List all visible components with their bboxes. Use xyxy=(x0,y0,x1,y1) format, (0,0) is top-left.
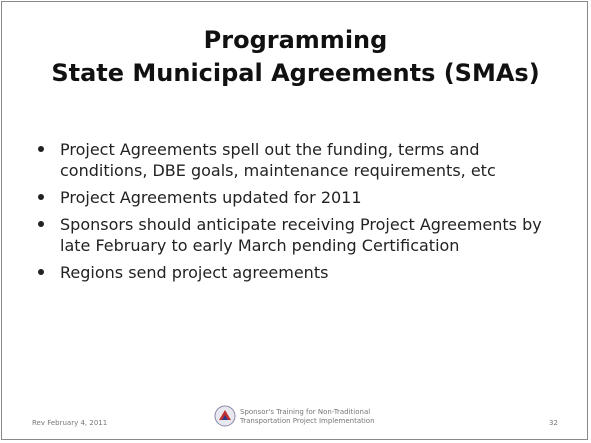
bullet: Sponsors should anticipate receiving Pro… xyxy=(36,214,566,256)
title-line: State Municipal Agreements (SMAs) xyxy=(51,59,540,87)
footer-line: Transportation Project Implementation xyxy=(240,417,375,425)
page-number: 32 xyxy=(549,419,558,427)
bullet-list: Project Agreements spell out the funding… xyxy=(36,139,566,289)
bullet: Regions send project agreements xyxy=(36,262,566,283)
bullet: Project Agreements updated for 2011 xyxy=(36,187,566,208)
footer-line: Sponsor's Training for Non-Traditional xyxy=(240,408,371,416)
logo xyxy=(214,405,236,427)
slide-title: Programming State Municipal Agreements (… xyxy=(2,24,589,90)
footer-date: Rev February 4, 2011 xyxy=(32,419,108,427)
footer-center: Sponsor's Training for Non-Traditional T… xyxy=(240,408,375,426)
title-line: Programming xyxy=(203,26,388,54)
bullet: Project Agreements spell out the funding… xyxy=(36,139,566,181)
